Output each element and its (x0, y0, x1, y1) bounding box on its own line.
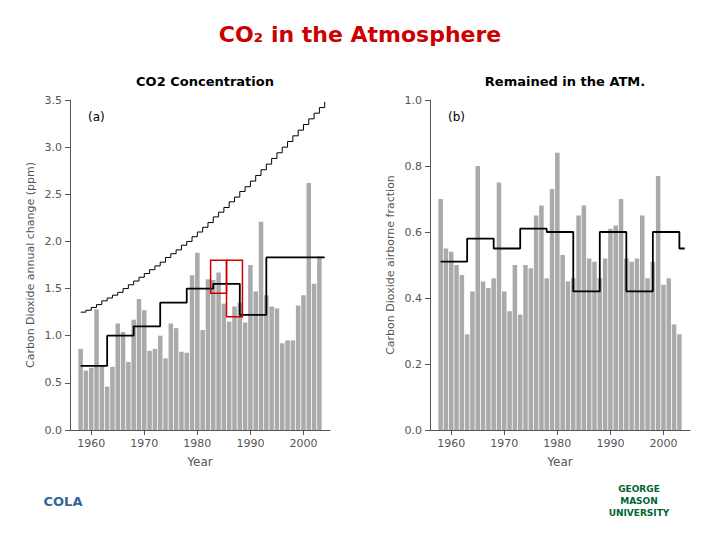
svg-text:CO₂ in the Atmosphere: CO₂ in the Atmosphere (219, 22, 502, 47)
svg-text:MASON: MASON (620, 496, 658, 506)
svg-text:0.8: 0.8 (405, 160, 423, 173)
svg-text:0.5: 0.5 (45, 376, 63, 389)
svg-text:3.5: 3.5 (45, 94, 63, 107)
svg-text:1970: 1970 (490, 437, 518, 450)
svg-text:2000: 2000 (289, 437, 317, 450)
svg-text:UNIVERSITY: UNIVERSITY (609, 508, 670, 518)
svg-text:0.6: 0.6 (405, 226, 423, 239)
svg-text:Carbon Dioxide annual change (: Carbon Dioxide annual change (ppm) (24, 162, 37, 368)
svg-text:1980: 1980 (543, 437, 571, 450)
svg-text:0.4: 0.4 (405, 292, 423, 305)
svg-text:1990: 1990 (236, 437, 264, 450)
svg-text:GEORGE: GEORGE (618, 484, 660, 494)
svg-text:Carbon Dioxide airborne fracti: Carbon Dioxide airborne fraction (384, 175, 397, 355)
svg-text:1980: 1980 (183, 437, 211, 450)
svg-text:2000: 2000 (649, 437, 677, 450)
svg-text:COLA: COLA (44, 494, 83, 509)
svg-text:2.0: 2.0 (45, 235, 63, 248)
svg-text:3.0: 3.0 (45, 141, 63, 154)
svg-text:(a): (a) (88, 110, 105, 124)
svg-text:1.0: 1.0 (45, 329, 63, 342)
svg-text:CO2 Concentration: CO2 Concentration (136, 74, 274, 89)
svg-text:Year: Year (186, 455, 212, 469)
svg-text:Year: Year (546, 455, 572, 469)
svg-text:1960: 1960 (437, 437, 465, 450)
svg-text:1990: 1990 (596, 437, 624, 450)
svg-text:(b): (b) (448, 110, 465, 124)
svg-text:0.2: 0.2 (405, 358, 423, 371)
svg-text:Remained in the ATM.: Remained in the ATM. (485, 74, 645, 89)
svg-text:1.5: 1.5 (45, 282, 63, 295)
svg-text:0.0: 0.0 (405, 424, 423, 437)
svg-text:1970: 1970 (130, 437, 158, 450)
svg-text:0.0: 0.0 (45, 424, 63, 437)
svg-text:1.0: 1.0 (405, 94, 423, 107)
svg-text:1960: 1960 (77, 437, 105, 450)
svg-text:2.5: 2.5 (45, 188, 63, 201)
